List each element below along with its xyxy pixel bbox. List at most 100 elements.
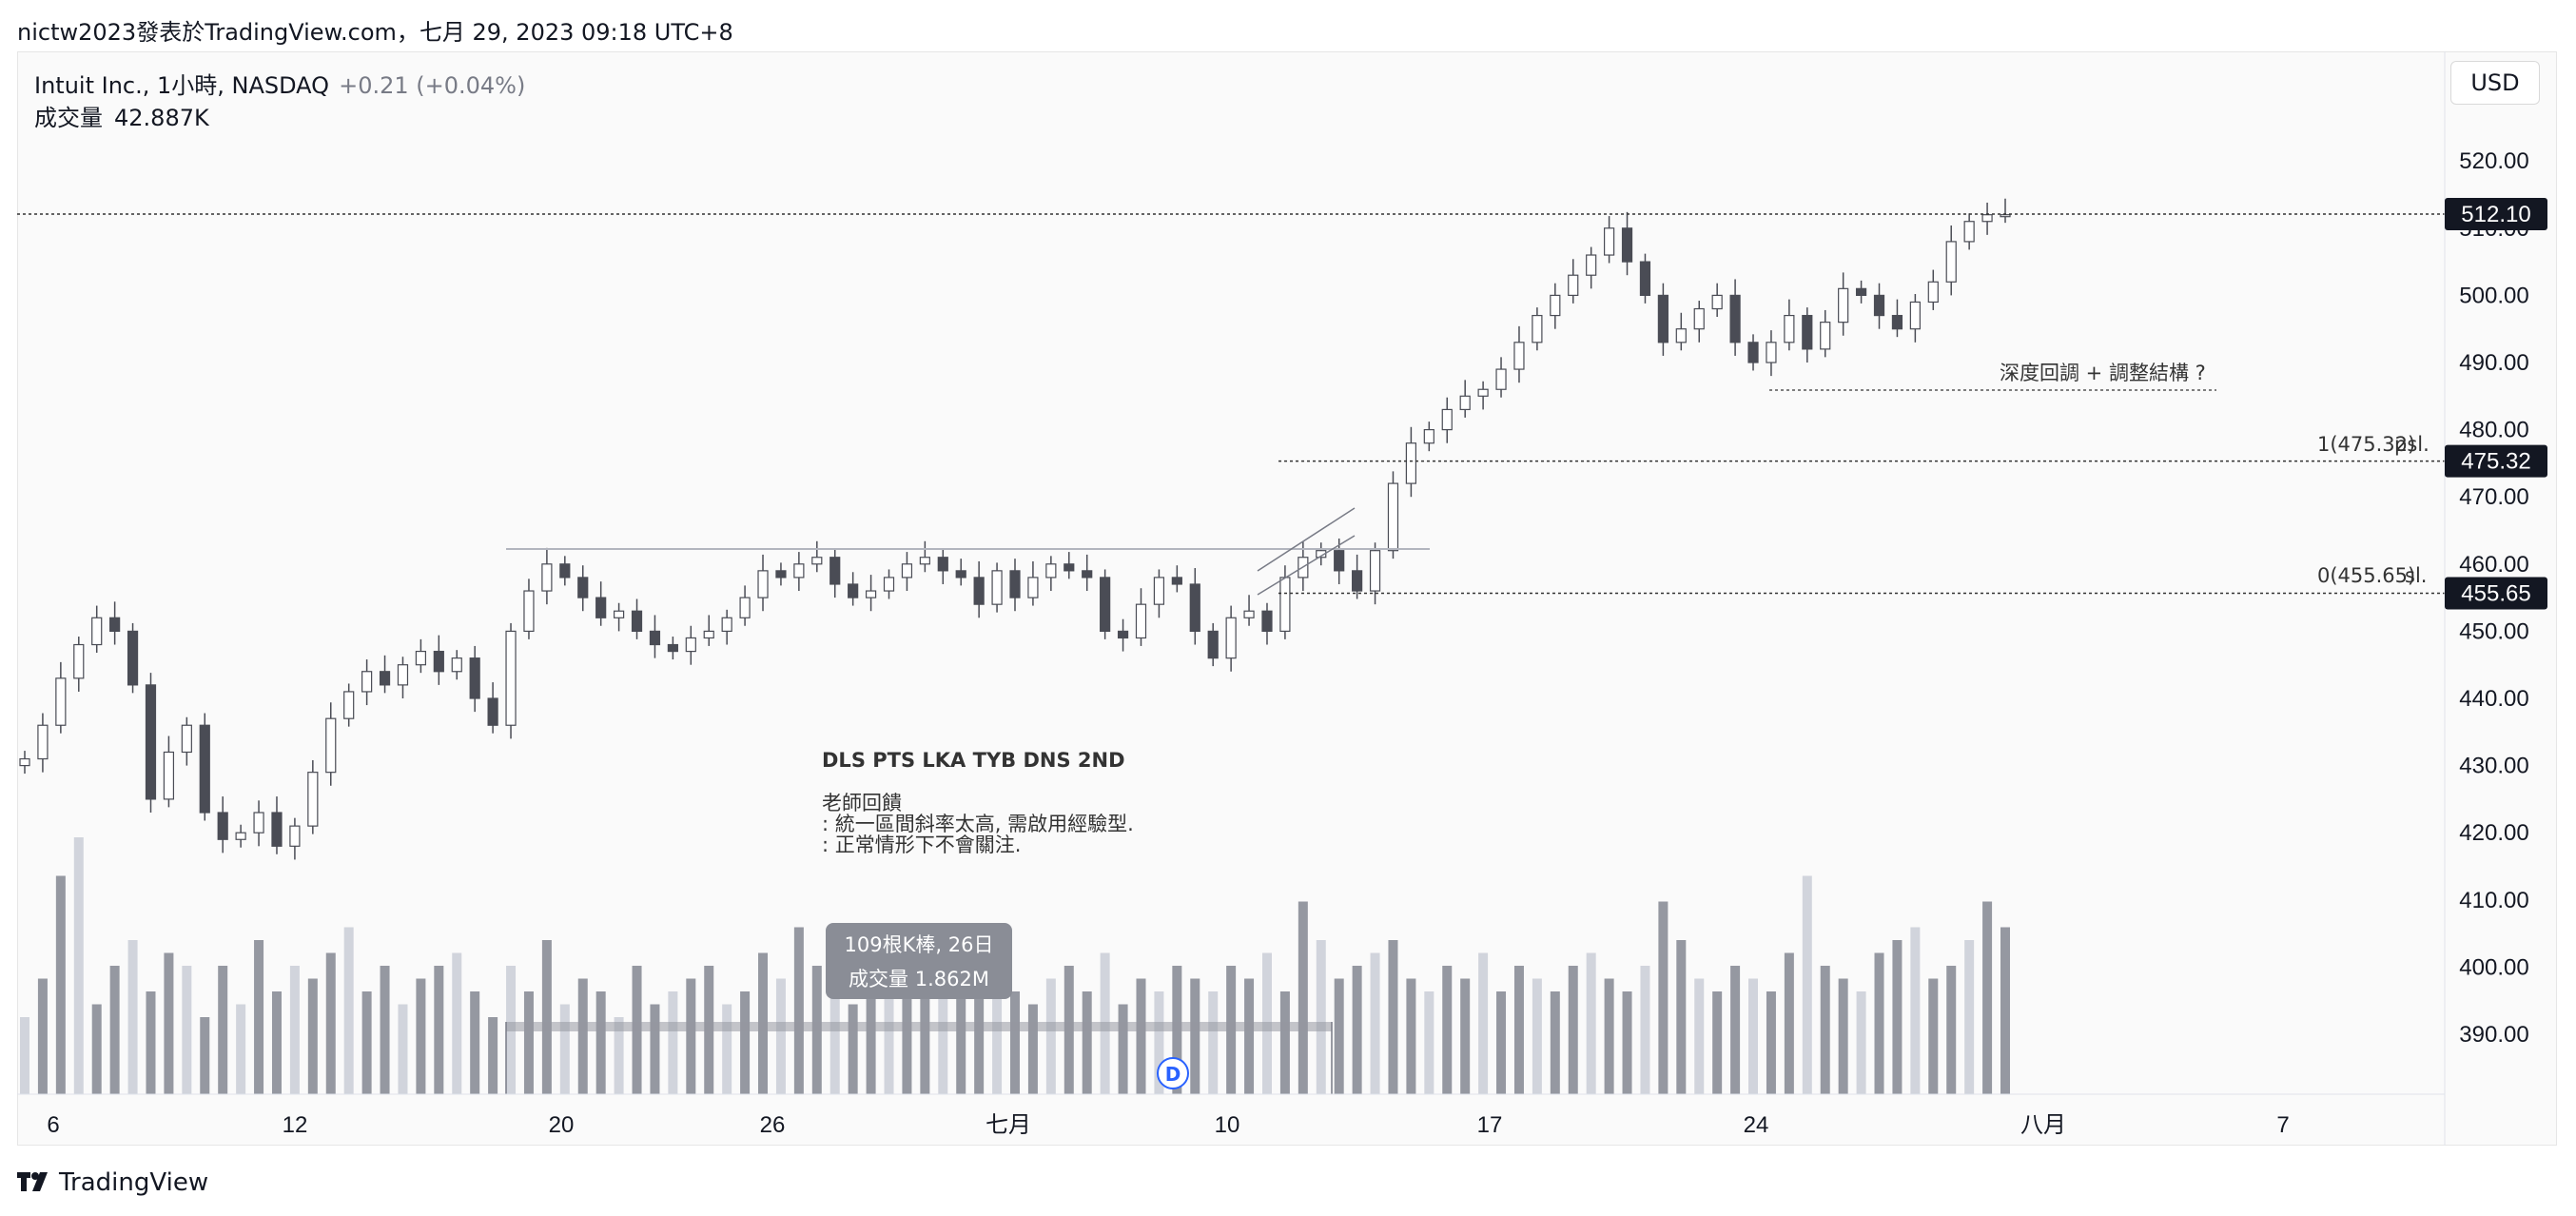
candle-body [667,643,678,653]
volume-bar [1513,966,1524,1094]
candle-body [1135,603,1147,639]
volume-bar [1082,991,1092,1094]
candle-body [1693,307,1705,330]
volume-bar [127,940,138,1094]
volume-bar [1946,966,1957,1094]
date-range-band[interactable] [506,1022,1332,1031]
candle-body [127,630,139,686]
candle-body [1820,322,1831,350]
volume-bar [829,991,840,1094]
candle-body [1784,314,1795,343]
volume-bar [1676,940,1687,1094]
candle-body [487,697,498,726]
candle-body [415,650,426,666]
volume-bar [1154,991,1164,1094]
feedback-line-3[interactable]: : 正常情形下不會關注. [822,834,1021,856]
volume-bar [452,952,462,1094]
candle-body [577,577,589,598]
volume-bar [1208,991,1219,1094]
time-tick-label: 24 [1744,1112,1769,1138]
candle-body [1586,254,1597,276]
candle-body [1009,570,1021,598]
volume-bar [37,978,48,1094]
volume-bar [1460,978,1471,1094]
candle-body [991,570,1003,605]
tooltip-line-1: 109根K棒, 26日 [845,933,994,956]
volume-bar [182,966,192,1094]
volume-bar [523,991,534,1094]
candle-body [541,563,553,592]
candle-body [937,557,948,572]
candle-body [1477,388,1489,397]
candle-body [1082,570,1093,579]
price-tick-label: 440.00 [2459,686,2528,712]
dividend-marker-label: D [1165,1063,1181,1086]
candle-body [181,724,192,754]
candle-body [1441,408,1453,431]
volume-bar [614,1017,624,1094]
candle-body [1927,281,1939,304]
volume-bar [1586,952,1596,1094]
volume-bar [289,966,300,1094]
candle-body [73,643,85,679]
tradingview-logo[interactable]: TradingView [17,1168,208,1197]
candle-body [829,557,841,585]
candle-body [1423,429,1434,444]
strategy-title[interactable]: DLS PTS LKA TYB DNS 2ND [822,749,1125,772]
volume-bar [55,875,66,1094]
volume-bar [325,952,336,1094]
candle-body [811,557,823,565]
time-tick-label: 20 [549,1112,575,1138]
volume-bar [848,1004,858,1094]
volume-bar [992,978,1003,1094]
volume-bar [1045,978,1056,1094]
volume-bar [668,991,678,1094]
volume-bar [1640,966,1650,1094]
candle-body [1855,287,1867,296]
channel-upper-line[interactable] [1257,507,1356,572]
candle-body [343,691,355,719]
volume-label[interactable]: 成交量 [34,105,103,131]
candle-body [1225,617,1237,659]
tradingview-logo-text: TradingView [59,1168,209,1197]
candle-body [1207,630,1219,659]
price-tick-label: 460.00 [2459,552,2528,578]
volume-bar [884,978,894,1094]
volume-bar [1730,966,1741,1094]
volume-bar [1604,978,1614,1094]
candle-body [1243,610,1255,618]
currency-button[interactable]: USD [2450,61,2540,105]
feedback-line-1[interactable]: 老師回饋 [822,792,902,814]
candle-body [1369,550,1381,592]
price-axis: 390.00 400.00 410.00 420.00 430.00 440.00 450.… [2459,148,2528,1048]
candle-body [1711,294,1723,310]
candle-body [721,617,732,633]
time-tick-label: 10 [1215,1112,1240,1138]
candle-body [883,577,895,592]
volume-bar [866,991,876,1094]
candle-body [379,671,391,686]
candle-body [505,630,517,726]
volume-bar [200,1017,210,1094]
volume-bar [1658,901,1669,1094]
symbol-line[interactable]: Intuit Inc., 1小時, NASDAQ [34,72,330,99]
candle-body [199,724,210,814]
volume-bar [1532,978,1542,1094]
channel-lower-line[interactable] [1257,535,1356,596]
volume-bar [1352,966,1362,1094]
candle-body [1981,214,1993,223]
feedback-line-2[interactable]: : 統一區間斜率太高, 需啟用經驗型. [822,813,1134,835]
candle-body [1117,630,1129,639]
dividend-marker-icon[interactable] [1157,1057,1189,1089]
candle-body [19,757,30,767]
volume-bar [398,1004,408,1094]
volume-bar [1784,952,1794,1094]
candle-body [1171,577,1182,585]
pullback-annotation[interactable]: 深度回調 + 調整結構 ? [2000,362,2206,384]
price-tick-label: 390.00 [2459,1022,2528,1048]
volume-bar [1424,991,1434,1094]
time-tick-label: 七月 [986,1112,1031,1138]
candle-body [1963,221,1975,243]
candle-body [901,563,913,579]
